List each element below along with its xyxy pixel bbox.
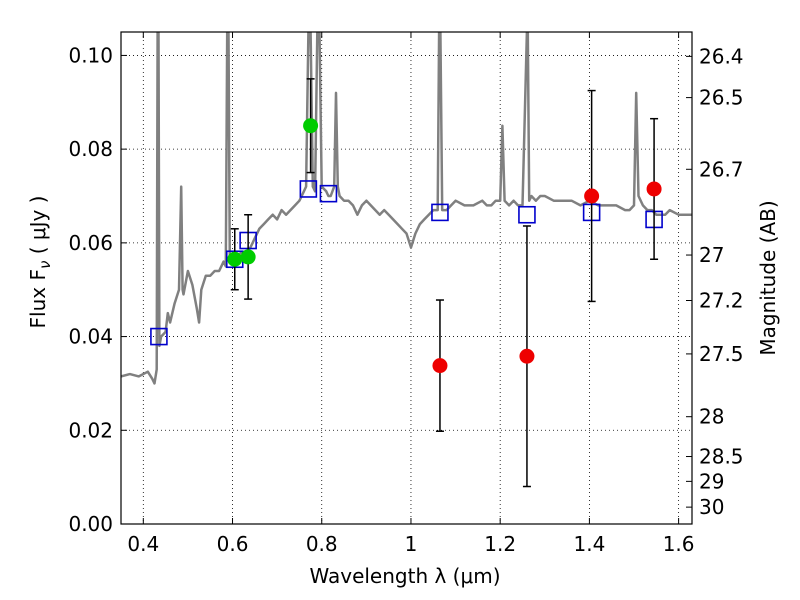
model-box-marker xyxy=(518,205,536,224)
y-axis-label-units: ( μJy ) xyxy=(26,196,50,261)
photometry-point xyxy=(584,188,600,204)
x-tick-label: 1 xyxy=(405,532,418,556)
y2-tick-label: 29 xyxy=(699,469,724,493)
y-axis-label-main: Flux F xyxy=(26,269,50,328)
ticks-layer: 0.4 0.6 0.8 1 1.2 1.4 1.6 0.00 0.02 0.04 0.06 0.08 0… xyxy=(68,32,744,556)
y2-tick-label: 28.5 xyxy=(699,445,744,469)
model-box-marker xyxy=(319,184,338,203)
y2-tick-label: 27 xyxy=(699,243,724,267)
y-tick-label: 0.02 xyxy=(68,418,113,442)
series-layer xyxy=(121,32,692,488)
model-box-marker xyxy=(299,180,318,198)
y-tick-label: 0.04 xyxy=(68,325,113,349)
plot-frame xyxy=(120,31,693,525)
x-tick-label: 0.4 xyxy=(127,532,159,556)
y2-tick-label: 26.4 xyxy=(699,44,744,68)
y-axis-label: Flux Fν ( μJy ) xyxy=(26,196,54,329)
y2-tick-label: 27.5 xyxy=(699,342,744,366)
sed-model-line xyxy=(121,32,692,385)
model-box-marker xyxy=(431,203,449,222)
y-tick-label: 0.10 xyxy=(68,43,113,67)
x-tick-label: 0.8 xyxy=(306,532,338,556)
y2-tick-label: 26.7 xyxy=(699,157,744,181)
y-axis-label-sub: ν xyxy=(36,261,54,269)
y2-tick-label: 30 xyxy=(699,495,724,519)
x-tick-label: 1.4 xyxy=(573,532,605,556)
x-tick-label: 0.6 xyxy=(217,532,249,556)
photometry-point xyxy=(227,251,243,267)
y2-tick-label: 26.5 xyxy=(699,86,744,110)
photometry-point xyxy=(646,181,662,197)
x-axis-label: Wavelength λ (μm) xyxy=(309,564,500,588)
grid-layer xyxy=(121,32,692,525)
y2-tick-label: 28 xyxy=(699,405,724,429)
y2-tick-label: 27.2 xyxy=(699,288,744,312)
y-tick-label: 0.08 xyxy=(68,137,113,161)
photometry-point xyxy=(303,118,319,134)
y-tick-label: 0.00 xyxy=(68,512,113,536)
y2-axis-label: Magnitude (AB) xyxy=(756,200,780,355)
x-tick-label: 1.2 xyxy=(484,532,516,556)
photometry-point xyxy=(519,348,535,364)
model-box-marker xyxy=(150,327,168,346)
photometry-point xyxy=(432,358,448,374)
y-tick-label: 0.06 xyxy=(68,231,113,255)
photometry-point xyxy=(240,249,256,265)
x-tick-label: 1.6 xyxy=(663,532,695,556)
